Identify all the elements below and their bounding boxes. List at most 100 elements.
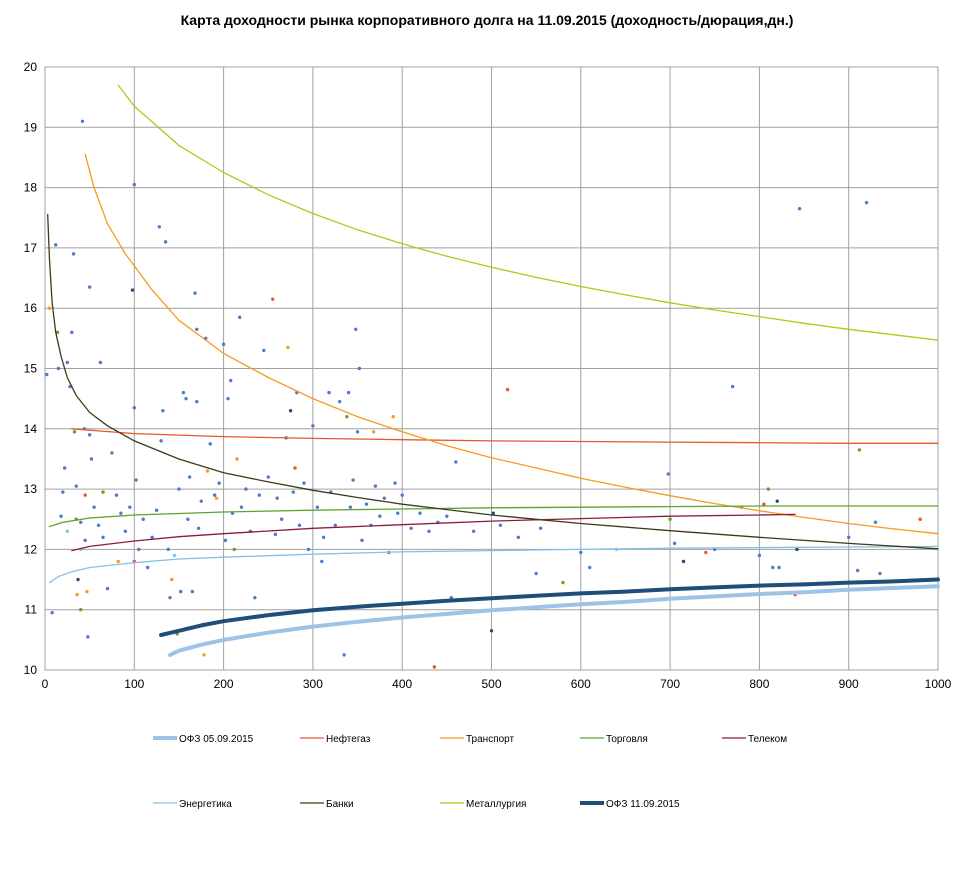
scatter-point	[757, 553, 762, 558]
trend-lines	[47, 84, 940, 657]
scatter-point	[588, 565, 592, 570]
series-line	[47, 214, 939, 550]
scatter-point	[561, 580, 565, 585]
scatter-point	[87, 433, 92, 437]
legend-label: Банки	[326, 799, 354, 810]
scatter-point	[400, 493, 404, 497]
scatter-point	[190, 589, 195, 594]
scatter-point	[348, 505, 353, 509]
scatter-point	[775, 499, 779, 503]
scatter-point	[83, 538, 87, 543]
scatter-point	[378, 514, 382, 518]
axes: 0 100 200 300 400 500 600 700 800 900 1000 10 11 12 13…	[24, 60, 952, 691]
scatter-point	[454, 460, 458, 464]
scatter-point	[360, 538, 364, 543]
scatter-point	[50, 611, 54, 615]
scatter-point	[766, 487, 771, 491]
scatter-point	[382, 496, 387, 500]
scatter-point	[161, 409, 165, 413]
scatter-point	[262, 348, 266, 353]
scatter-point	[96, 523, 101, 527]
scatter-point	[75, 592, 79, 597]
x-tick-label: 100	[124, 677, 144, 691]
scatter-point	[87, 285, 92, 289]
scatter-point	[179, 589, 183, 594]
scatter-point	[244, 487, 248, 491]
scatter-point	[159, 439, 163, 443]
scatter-point	[92, 505, 96, 509]
scatter-point	[172, 553, 177, 558]
series-line	[48, 505, 939, 528]
legend-label: Торговля	[606, 734, 648, 745]
x-tick-label: 0	[42, 677, 49, 691]
scatter-point	[327, 390, 331, 395]
scatter-point	[371, 430, 376, 434]
scatter-point	[80, 119, 85, 123]
legend-label: Телеком	[748, 734, 787, 745]
scatter-point	[771, 565, 775, 570]
scatter-point	[253, 595, 257, 600]
scatter-point	[681, 559, 686, 564]
scatter-point	[342, 653, 346, 657]
scatter-point	[110, 451, 114, 455]
scatter-point	[150, 535, 154, 540]
scatter-point	[132, 405, 136, 410]
series-line	[48, 545, 939, 584]
scatter-point	[62, 466, 67, 470]
scatter-point	[351, 478, 355, 482]
y-tick-label: 20	[24, 60, 38, 74]
legend-label: ОФЗ 11.09.2015	[606, 799, 680, 810]
scatter-point	[61, 490, 65, 494]
x-tick-label: 300	[303, 677, 323, 691]
scatter-point	[130, 288, 135, 292]
scatter-point	[857, 448, 862, 452]
scatter-point	[56, 366, 61, 371]
scatter-point	[168, 595, 172, 600]
scatter-point	[196, 526, 201, 530]
scatter-point	[119, 511, 123, 515]
series-line	[71, 513, 796, 552]
scatter-point	[346, 390, 351, 395]
y-tick-label: 17	[24, 241, 38, 255]
scatter-point	[132, 182, 136, 187]
scatter-point	[226, 396, 230, 401]
scatter-point	[89, 457, 94, 461]
scatter-point	[170, 577, 174, 582]
x-tick-label: 1000	[925, 677, 952, 691]
scatter-point	[471, 529, 476, 534]
series-line	[84, 153, 939, 535]
scatter-point	[195, 327, 199, 332]
legend-label: Транспорт	[466, 734, 515, 745]
x-tick-label: 900	[839, 677, 859, 691]
scatter-point	[271, 297, 275, 301]
chart-title: Карта доходности рынка корпоративного до…	[180, 12, 794, 28]
scatter-point	[291, 490, 295, 494]
grid	[44, 66, 939, 671]
scatter-point	[86, 635, 90, 639]
scatter-point	[286, 345, 290, 350]
scatter-point	[163, 240, 168, 244]
y-tick-label: 14	[24, 422, 38, 436]
legend-label: Нефтегаз	[326, 733, 371, 745]
scatter-point	[777, 565, 781, 570]
scatter-point	[55, 330, 60, 335]
scatter-point	[195, 399, 199, 404]
scatter-point	[128, 505, 132, 509]
scatter-point	[364, 502, 369, 506]
scatter-point	[202, 653, 206, 657]
scatter-point	[266, 475, 270, 479]
scatter-point	[65, 360, 70, 365]
scatter-point	[237, 315, 242, 319]
scatter-point	[199, 499, 203, 503]
scatter-point	[114, 493, 119, 497]
scatter-point	[393, 481, 397, 485]
scatter-point	[355, 430, 360, 434]
scatter-point	[427, 529, 431, 534]
legend: ОФЗ 05.09.2015 Нефтегаз Транспорт Торговля Т…	[153, 733, 787, 810]
x-tick-label: 800	[749, 677, 769, 691]
scatter-point	[177, 487, 181, 491]
scatter-point	[187, 475, 192, 479]
scatter-point	[321, 535, 326, 540]
